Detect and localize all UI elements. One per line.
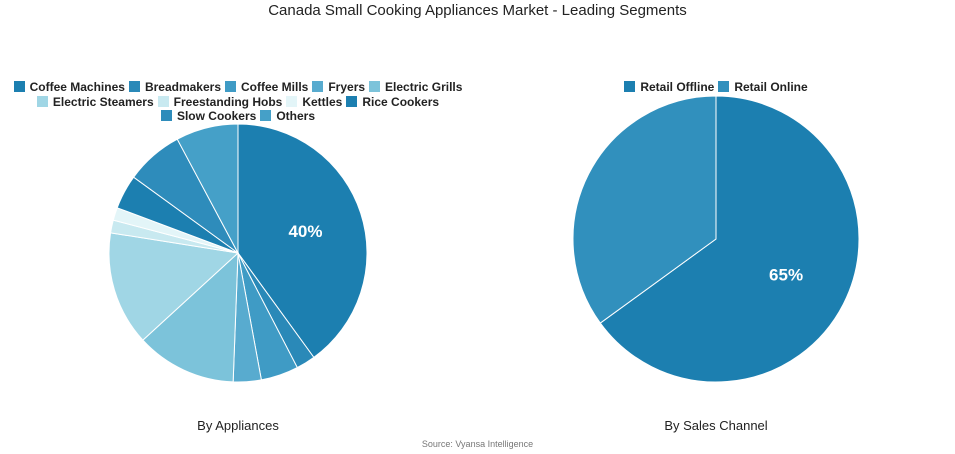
legend-label: Retail Online [734,80,808,94]
subtitle-sales-channel: By Sales Channel [664,418,768,433]
legend-label: Electric Grills [385,80,463,94]
subtitle-appliances: By Appliances [197,418,279,433]
legend-swatch [312,81,324,92]
legend-item[interactable]: Coffee Machines [13,80,125,95]
legend-swatch [624,81,636,92]
source-note: Source: Vyansa Intelligence [421,439,534,449]
legend-label: Others [276,109,316,123]
legend-item[interactable]: Electric Grills [369,80,462,95]
pie-slice[interactable] [176,123,239,254]
legend-label: Freestanding Hobs [173,94,283,109]
legend-label: Coffee Machines [29,80,125,94]
pie-slice[interactable] [237,123,368,359]
legend-swatch [13,81,25,92]
legend-item[interactable]: Coffee Mills [225,80,308,95]
legend-item[interactable]: Breadmakers [128,80,221,95]
legend-swatch [260,110,272,121]
legend-sales-channel: Retail Offline Retail Online [566,80,866,95]
data-label: 65% [769,266,803,285]
legend-swatch [160,110,172,121]
pie-slice[interactable] [108,232,240,341]
legend-swatch [369,81,381,92]
data-label: 40% [288,222,322,241]
legend-swatch [36,95,48,107]
legend-swatch [286,95,298,107]
legend-appliances: Coffee Machines Breadmakers Coffee Mills Fr… [10,80,466,124]
chart-title: Canada Small Cooking Appliances Market -… [268,2,687,19]
legend-label: Fryers [328,80,366,94]
legend-item[interactable]: Kettles [286,95,342,110]
legend-label: Retail Offline [640,80,715,94]
legend-swatch [225,81,236,92]
legend-item[interactable]: Fryers [312,80,365,95]
legend-item[interactable]: Rice Cookers [346,95,439,110]
legend-item[interactable]: Others [260,109,315,124]
legend-item[interactable]: Slow Cookers [160,109,257,124]
legend-item[interactable]: Retail Online [718,80,808,95]
legend-swatch [157,95,169,107]
legend-item[interactable]: Electric Steamers [36,94,154,110]
legend-item[interactable]: Freestanding Hobs [157,94,283,110]
legend-item[interactable]: Retail Offline [624,80,714,95]
legend-swatch [718,81,730,92]
legend-label: Electric Steamers [52,94,154,109]
legend-label: Breadmakers [144,80,221,94]
pie-slice[interactable] [142,251,239,383]
pie-slice[interactable] [599,95,860,383]
pie-slice[interactable] [572,95,717,324]
legend-label: Coffee Mills [241,80,309,94]
legend-label: Kettles [302,94,343,109]
legend-swatch [128,81,140,92]
legend-label: Slow Cookers [176,109,257,123]
legend-swatch [346,95,358,107]
legend-label: Rice Cookers [362,94,440,109]
